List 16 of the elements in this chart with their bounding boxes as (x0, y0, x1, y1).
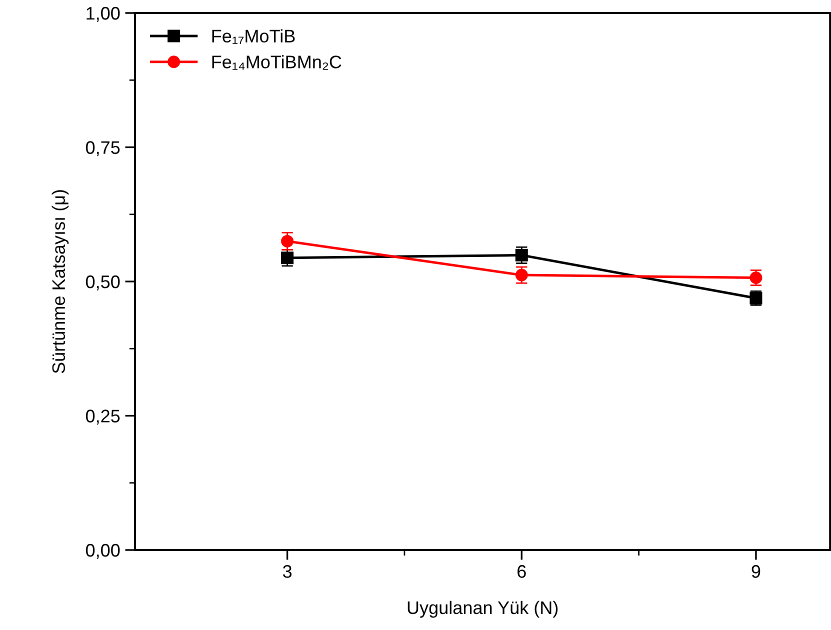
y-tick-label: 0,25 (86, 410, 120, 425)
legend-label: Fe₁₄MoTiBMn₂C (212, 55, 342, 70)
x-axis-title: Uygulanan Yük (N) (408, 600, 558, 618)
y-axis-title: Sürtünme Katsayısı (μ) (52, 190, 69, 374)
point (281, 252, 294, 264)
point (515, 268, 528, 282)
legend-label: Fe₁₇MoTiB (212, 29, 295, 44)
x-tick-label: 3 (282, 565, 292, 578)
y-tick-label: 1,00 (86, 6, 120, 22)
point (515, 248, 528, 262)
point (281, 234, 294, 248)
x-tick-label: 9 (752, 565, 760, 578)
y-tick-label: 0,75 (86, 141, 120, 156)
y-tick-label: 0,00 (86, 544, 120, 559)
y-tick-label: 0,50 (86, 275, 120, 290)
x-tick-label: 6 (518, 565, 526, 578)
